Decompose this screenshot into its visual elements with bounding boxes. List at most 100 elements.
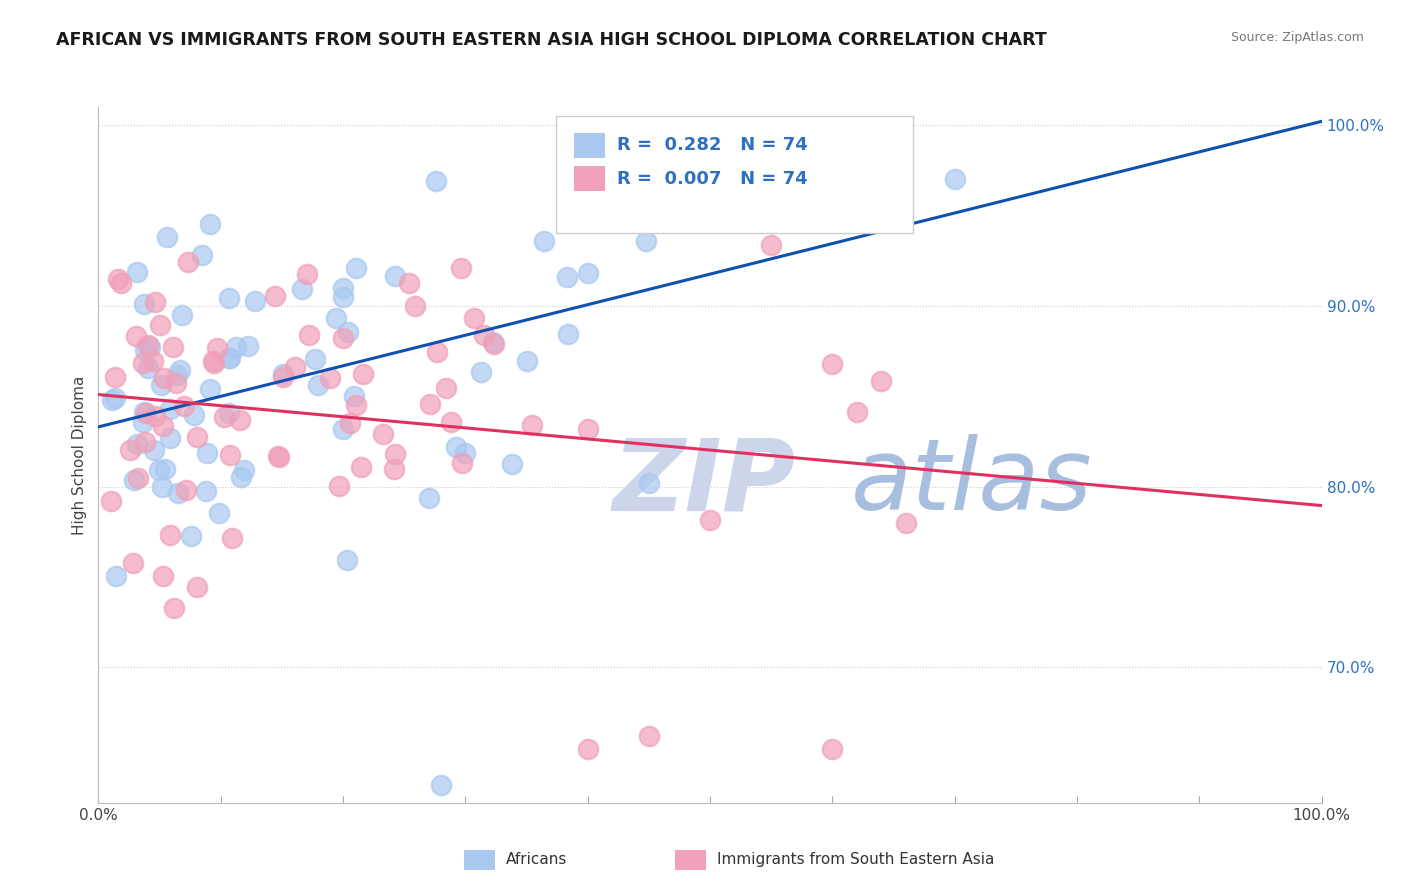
Point — [271, 367, 294, 381]
Point — [332, 289, 354, 303]
Point — [332, 422, 354, 436]
Point — [291, 282, 314, 296]
Point — [172, 308, 194, 322]
Point — [152, 418, 174, 433]
Point — [122, 473, 145, 487]
Point — [821, 741, 844, 756]
Point — [533, 234, 555, 248]
Text: ZIP: ZIP — [612, 434, 796, 532]
Point — [434, 381, 457, 395]
Point — [638, 476, 661, 491]
Point — [232, 463, 254, 477]
Point — [894, 516, 917, 531]
Point — [125, 264, 148, 278]
Point — [515, 353, 537, 368]
Point — [576, 267, 599, 281]
Point — [218, 406, 240, 420]
Point — [167, 486, 190, 500]
Point — [177, 255, 200, 269]
Point — [169, 363, 191, 377]
Point — [238, 339, 260, 353]
Point — [638, 729, 661, 743]
Text: atlas: atlas — [851, 434, 1092, 532]
Point — [173, 399, 195, 413]
Point — [127, 471, 149, 485]
Point — [198, 382, 221, 396]
Point — [208, 506, 231, 520]
Point — [136, 361, 159, 376]
Point — [557, 269, 579, 284]
Point — [150, 479, 173, 493]
Y-axis label: High School Diploma: High School Diploma — [72, 376, 87, 534]
Text: Source: ZipAtlas.com: Source: ZipAtlas.com — [1230, 31, 1364, 45]
Point — [419, 397, 441, 411]
Point — [165, 376, 187, 390]
Point — [335, 553, 357, 567]
Point — [156, 229, 179, 244]
Point — [699, 513, 721, 527]
Point — [166, 368, 188, 382]
Point — [520, 417, 543, 432]
Point — [450, 260, 472, 275]
Text: Africans: Africans — [506, 853, 568, 867]
Point — [699, 158, 721, 172]
Point — [328, 479, 350, 493]
Point — [162, 340, 184, 354]
Point — [454, 445, 477, 459]
Point — [501, 457, 523, 471]
Point — [761, 154, 783, 169]
Point — [152, 371, 174, 385]
Point — [472, 328, 495, 343]
Point — [149, 378, 172, 392]
Point — [425, 174, 447, 188]
Point — [143, 443, 166, 458]
Point — [484, 337, 506, 351]
Point — [183, 408, 205, 422]
Point — [271, 370, 294, 384]
Point — [180, 529, 202, 543]
Point — [307, 377, 329, 392]
Point — [576, 422, 599, 436]
Point — [163, 600, 186, 615]
Point — [127, 437, 149, 451]
Point — [104, 369, 127, 384]
Point — [463, 311, 485, 326]
Point — [143, 409, 166, 423]
Point — [134, 343, 156, 358]
Point — [284, 359, 307, 374]
Point — [136, 338, 159, 352]
Point — [124, 328, 146, 343]
Point — [263, 289, 285, 303]
Text: Immigrants from South Eastern Asia: Immigrants from South Eastern Asia — [717, 853, 994, 867]
Point — [219, 448, 242, 462]
Point — [142, 354, 165, 368]
Point — [267, 450, 290, 464]
Point — [121, 556, 143, 570]
Point — [100, 493, 122, 508]
Point — [295, 267, 318, 281]
Point — [398, 276, 420, 290]
Point — [440, 415, 463, 429]
Point — [219, 351, 242, 365]
Point — [371, 427, 394, 442]
Point — [343, 389, 366, 403]
Point — [104, 569, 127, 583]
Point — [143, 295, 166, 310]
Point — [344, 398, 367, 412]
Point — [883, 154, 905, 169]
Point — [332, 331, 354, 345]
Point — [821, 159, 844, 173]
Point — [576, 741, 599, 756]
Point — [202, 354, 225, 368]
Point — [870, 374, 893, 388]
Point — [267, 449, 290, 463]
Point — [191, 248, 214, 262]
Point — [231, 469, 253, 483]
Point — [110, 277, 132, 291]
Point — [325, 311, 347, 326]
Point — [430, 778, 453, 792]
Point — [470, 365, 492, 379]
Point — [148, 463, 170, 477]
Point — [159, 431, 181, 445]
Text: R =  0.282   N = 74: R = 0.282 N = 74 — [617, 136, 807, 154]
